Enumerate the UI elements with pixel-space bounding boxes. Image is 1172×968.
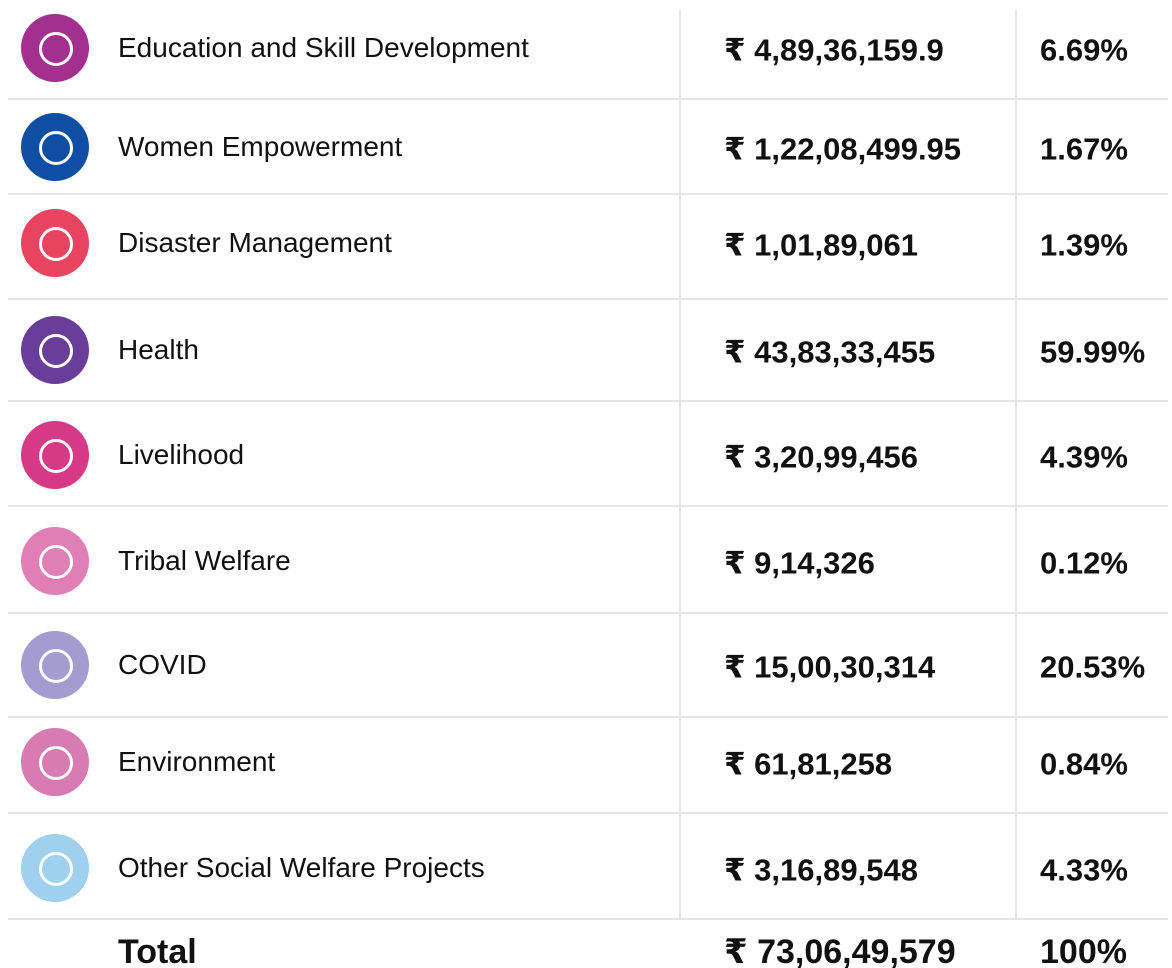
- category-label: Tribal Welfare: [118, 545, 291, 576]
- category-label: Other Social Welfare Projects: [118, 852, 485, 883]
- row-divider: [8, 400, 1168, 402]
- row-divider: [8, 298, 1168, 300]
- row-divider: [8, 505, 1168, 507]
- amount: ₹ 1,22,08,499.95: [724, 131, 962, 167]
- total-amount: ₹ 73,06,49,579: [724, 933, 956, 968]
- amount: ₹ 15,00,30,314: [724, 649, 936, 685]
- category-icon: [21, 527, 89, 595]
- category-label: Environment: [118, 746, 276, 777]
- row-divider: [8, 812, 1168, 814]
- column-divider: [679, 10, 681, 918]
- category-label: Women Empowerment: [118, 131, 403, 162]
- category-icon: [21, 834, 89, 902]
- column-divider: [1015, 10, 1017, 918]
- row-divider: [8, 918, 1168, 920]
- percent: 4.33%: [1040, 852, 1128, 888]
- category-icon: [21, 728, 89, 796]
- percent: 20.53%: [1040, 649, 1146, 685]
- percent: 0.84%: [1040, 746, 1128, 782]
- total-label: Total: [118, 933, 197, 968]
- total-percent: 100%: [1040, 933, 1127, 968]
- category-label: Disaster Management: [118, 227, 392, 258]
- amount: ₹ 3,20,99,456: [724, 439, 918, 475]
- category-icon: [21, 14, 89, 82]
- percent: 1.39%: [1040, 227, 1128, 263]
- row-divider: [8, 716, 1168, 718]
- amount: ₹ 9,14,326: [724, 545, 875, 581]
- row-divider: [8, 98, 1168, 100]
- category-icon: [21, 421, 89, 489]
- category-icon: [21, 631, 89, 699]
- category-label: Livelihood: [118, 439, 245, 470]
- row-divider: [8, 193, 1168, 195]
- percent: 0.12%: [1040, 545, 1128, 581]
- category-label: Education and Skill Development: [118, 32, 529, 63]
- percent: 59.99%: [1040, 334, 1146, 370]
- category-icon: [21, 209, 89, 277]
- category-label: COVID: [118, 649, 207, 680]
- percent: 6.69%: [1040, 32, 1128, 68]
- amount: ₹ 1,01,89,061: [724, 227, 918, 263]
- percent: 4.39%: [1040, 439, 1128, 475]
- category-icon: [21, 316, 89, 384]
- amount: ₹ 3,16,89,548: [724, 852, 918, 888]
- row-divider: [8, 612, 1168, 614]
- amount: ₹ 43,83,33,455: [724, 334, 936, 370]
- amount: ₹ 61,81,258: [724, 746, 893, 782]
- category-label: Health: [118, 334, 199, 365]
- amount: ₹ 4,89,36,159.9: [724, 32, 944, 68]
- percent: 1.67%: [1040, 131, 1128, 167]
- category-icon: [21, 113, 89, 181]
